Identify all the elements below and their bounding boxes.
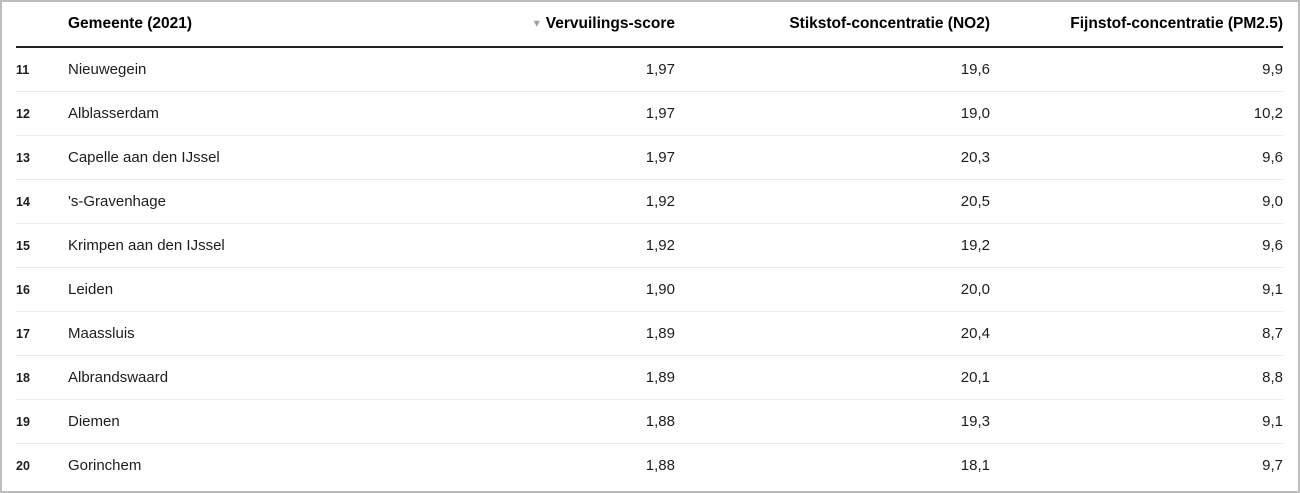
no2-column-header[interactable]: Stikstof-concentratie (NO2) xyxy=(675,2,990,48)
row-pm25: 9,9 xyxy=(990,47,1283,92)
score-column-label: Vervuilings-score xyxy=(545,15,675,32)
row-rank: 18 xyxy=(16,355,68,400)
row-gemeente: Gorinchem xyxy=(68,457,142,474)
table-row: 18 Albrandswaard 1,89 20,1 8,8 xyxy=(16,355,1283,400)
row-score: 1,88 xyxy=(645,457,675,474)
row-no2: 19,2 xyxy=(675,223,990,268)
row-pm25: 9,1 xyxy=(990,399,1283,444)
row-gemeente: Diemen xyxy=(68,399,475,444)
table-row: 17 Maassluis 1,89 20,4 8,7 xyxy=(16,311,1283,356)
row-score: 1,97 xyxy=(475,135,675,180)
row-rank: 15 xyxy=(16,223,68,268)
gemeente-column-header[interactable]: Gemeente (2021) xyxy=(68,2,475,48)
row-rank: 12 xyxy=(16,91,68,136)
row-rank: 17 xyxy=(16,311,68,356)
row-rank: 11 xyxy=(16,47,68,92)
row-gemeente: Leiden xyxy=(68,267,475,312)
sort-descending-icon: ▾ xyxy=(533,16,540,30)
table-container: Gemeente (2021) ▾ Vervuilings-score Stiks… xyxy=(16,2,1283,487)
row-no2: 19,3 xyxy=(675,399,990,444)
row-pm25: 9,1 xyxy=(990,267,1283,312)
row-pm25: 9,7 xyxy=(1262,457,1283,474)
row-pm25: 8,8 xyxy=(990,355,1283,400)
row-rank: 16 xyxy=(16,267,68,312)
table-row: 11 Nieuwegein 1,97 19,6 9,9 xyxy=(16,47,1283,92)
row-score: 1,90 xyxy=(475,267,675,312)
table-row: 20 Gorinchem 1,88 18,1 9,7 xyxy=(16,444,1283,488)
row-score: 1,97 xyxy=(475,47,675,92)
row-pm25: 9,6 xyxy=(990,135,1283,180)
row-no2: 19,6 xyxy=(675,47,990,92)
row-gemeente: Krimpen aan den IJssel xyxy=(68,223,475,268)
row-rank: 20 xyxy=(16,458,30,473)
table-row: 19 Diemen 1,88 19,3 9,1 xyxy=(16,399,1283,444)
row-pm25: 8,7 xyxy=(990,311,1283,356)
row-score: 1,89 xyxy=(475,311,675,356)
row-pm25: 9,6 xyxy=(990,223,1283,268)
row-rank: 14 xyxy=(16,179,68,224)
row-no2: 20,4 xyxy=(675,311,990,356)
row-no2: 20,3 xyxy=(675,135,990,180)
row-no2: 18,1 xyxy=(960,457,990,474)
pollution-ranking-table: Gemeente (2021) ▾ Vervuilings-score Stiks… xyxy=(16,2,1283,487)
row-score: 1,92 xyxy=(475,179,675,224)
row-gemeente: 's-Gravenhage xyxy=(68,179,475,224)
header-row: Gemeente (2021) ▾ Vervuilings-score Stiks… xyxy=(16,2,1283,48)
row-no2: 20,0 xyxy=(675,267,990,312)
row-rank: 19 xyxy=(16,399,68,444)
pm25-column-header[interactable]: Fijnstof-concentratie (PM2.5) xyxy=(990,2,1283,48)
row-gemeente: Maassluis xyxy=(68,311,475,356)
row-pm25: 10,2 xyxy=(990,91,1283,136)
rank-column-header xyxy=(16,2,68,48)
row-pm25: 9,0 xyxy=(990,179,1283,224)
row-no2: 19,0 xyxy=(675,91,990,136)
row-no2: 20,5 xyxy=(675,179,990,224)
row-no2: 20,1 xyxy=(675,355,990,400)
table-row: 15 Krimpen aan den IJssel 1,92 19,2 9,6 xyxy=(16,223,1283,268)
table-row: 14 's-Gravenhage 1,92 20,5 9,0 xyxy=(16,179,1283,224)
row-gemeente: Nieuwegein xyxy=(68,47,475,92)
table-body: 11 Nieuwegein 1,97 19,6 9,9 12 Alblasser… xyxy=(16,47,1283,487)
row-gemeente: Capelle aan den IJssel xyxy=(68,135,475,180)
table-row: 12 Alblasserdam 1,97 19,0 10,2 xyxy=(16,91,1283,136)
table-row: 16 Leiden 1,90 20,0 9,1 xyxy=(16,267,1283,312)
row-score: 1,97 xyxy=(475,91,675,136)
row-score: 1,88 xyxy=(475,399,675,444)
row-rank: 13 xyxy=(16,135,68,180)
row-score: 1,89 xyxy=(475,355,675,400)
row-score: 1,92 xyxy=(475,223,675,268)
score-column-header[interactable]: ▾ Vervuilings-score xyxy=(475,2,675,48)
row-gemeente: Albrandswaard xyxy=(68,355,475,400)
row-gemeente: Alblasserdam xyxy=(68,91,475,136)
table-row: 13 Capelle aan den IJssel 1,97 20,3 9,6 xyxy=(16,135,1283,180)
